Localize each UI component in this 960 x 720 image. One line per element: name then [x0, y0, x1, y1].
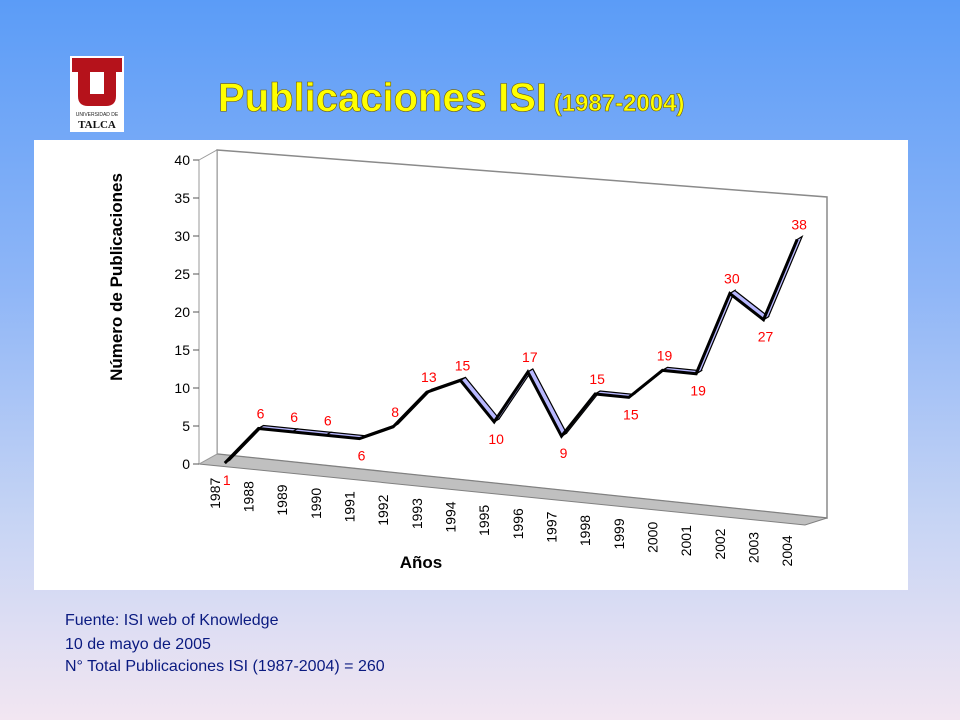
y-tick-label: 15	[174, 342, 190, 358]
data-label: 6	[290, 409, 298, 425]
chart-side-wall	[198, 149, 218, 465]
data-label: 19	[690, 383, 706, 399]
data-label: 1	[223, 472, 231, 488]
data-label: 15	[589, 371, 605, 387]
total-note: N° Total Publicaciones ISI (1987-2004) =…	[65, 658, 385, 675]
y-tick-label: 0	[182, 456, 190, 472]
chart-back-wall	[216, 149, 828, 519]
x-tick-label: 1991	[342, 491, 358, 522]
data-label: 15	[455, 357, 471, 373]
x-axis-title: Años	[400, 553, 443, 572]
y-tick-label: 35	[174, 190, 190, 206]
data-label: 9	[560, 445, 568, 461]
x-tick-label: 1988	[241, 481, 257, 512]
data-label: 10	[488, 431, 504, 447]
x-tick-label: 1987	[207, 477, 223, 508]
series-line	[223, 238, 799, 465]
x-tick-label: 1998	[577, 515, 593, 546]
data-label: 15	[623, 406, 639, 422]
y-tick-label: 30	[174, 228, 190, 244]
data-label: 13	[421, 369, 437, 385]
y-axis-title: Número de Publicaciones	[107, 173, 126, 381]
x-tick-label: 2003	[746, 532, 762, 563]
x-tick-label: 1990	[308, 488, 324, 519]
source-note: Fuente: ISI web of Knowledge	[65, 612, 279, 629]
x-tick-label: 1996	[510, 508, 526, 539]
logo-text-top: UNIVERSIDAD DE	[76, 112, 119, 118]
page-title: Publicaciones ISI (1987-2004)	[218, 76, 685, 121]
x-tick-label: 1999	[611, 518, 627, 549]
y-tick-label: 5	[182, 418, 190, 434]
data-label: 17	[522, 349, 538, 365]
data-label: 6	[257, 405, 265, 421]
title-sub: (1987-2004)	[547, 90, 685, 118]
data-label: 27	[758, 329, 774, 345]
chart-panel: 0 5 10 15 20 25 30 35 40 1987 1988 1989 1990 1991 1992…	[34, 140, 908, 590]
data-label: 19	[657, 347, 673, 363]
x-tick-label: 1993	[409, 498, 425, 529]
data-label: 38	[791, 217, 807, 233]
university-logo: UNIVERSIDAD DE TALCA	[70, 56, 124, 132]
y-tick-label: 20	[174, 304, 190, 320]
data-label: 30	[724, 271, 740, 287]
x-tick-label: 1992	[375, 494, 391, 525]
x-tick-label: 1995	[476, 505, 492, 536]
y-tick-label: 40	[174, 152, 190, 168]
x-tick-label: 2000	[645, 522, 661, 553]
date-note: 10 de mayo de 2005	[65, 636, 211, 653]
data-label: 8	[391, 404, 399, 420]
logo-text-bottom: TALCA	[78, 119, 116, 131]
title-main: Publicaciones ISI	[218, 76, 548, 121]
x-tick-label: 1989	[274, 484, 290, 515]
data-label: 6	[358, 448, 366, 464]
y-tick-label: 25	[174, 266, 190, 282]
x-tick-label: 2002	[712, 528, 728, 559]
x-tick-label: 2004	[779, 535, 795, 566]
y-tick-label: 10	[174, 380, 190, 396]
x-tick-label: 1997	[544, 511, 560, 542]
x-tick-label: 1994	[443, 501, 459, 532]
data-label: 6	[324, 412, 332, 428]
x-tick-label: 2001	[678, 525, 694, 556]
